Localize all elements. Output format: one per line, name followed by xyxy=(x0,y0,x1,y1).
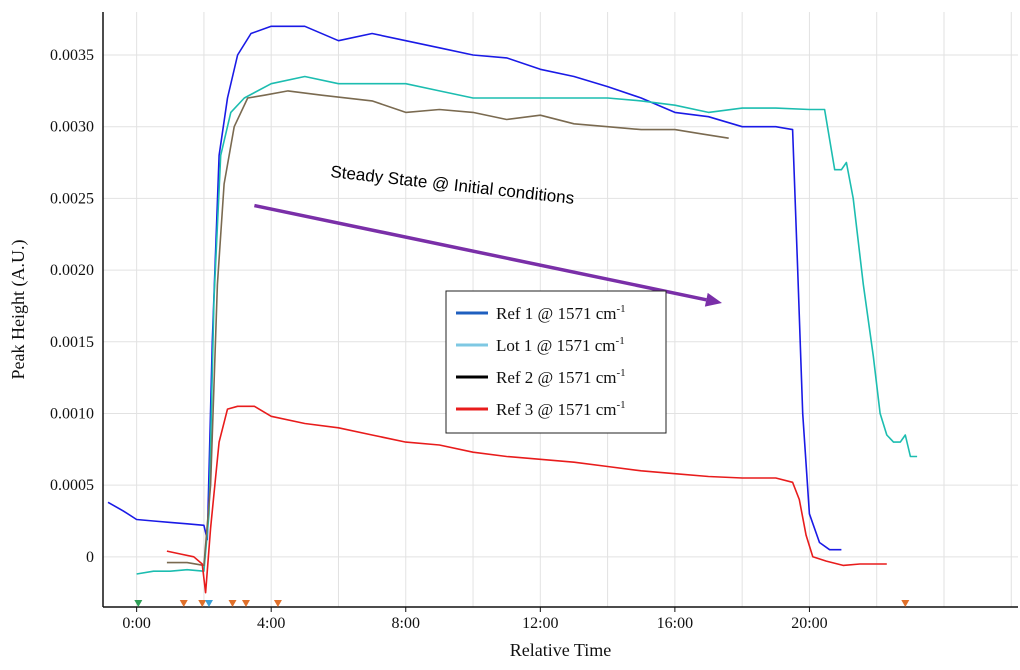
y-tick-label: 0.0010 xyxy=(50,405,94,422)
event-marker xyxy=(241,600,250,607)
y-tick-label: 0.0015 xyxy=(50,334,94,351)
steady-state-arrowhead xyxy=(704,292,722,307)
legend: Ref 1 @ 1571 cm-1 Lot 1 @ 1571 cm-1 Ref 2 … xyxy=(445,290,667,434)
event-marker xyxy=(198,600,207,607)
annotation-layer: Steady State @ Initial conditions xyxy=(254,162,722,307)
event-marker xyxy=(134,600,143,607)
event-marker xyxy=(273,600,282,607)
event-marker xyxy=(204,600,213,607)
legend-label-superscript: -1 xyxy=(616,367,625,379)
series-line-4 xyxy=(166,405,887,594)
event-marker xyxy=(228,600,237,607)
series-line-1 xyxy=(107,25,842,551)
x-tick-label: 20:00 xyxy=(791,615,827,632)
y-tick-label: 0.0030 xyxy=(50,119,94,136)
y-tick-label: 0.0005 xyxy=(50,477,94,494)
y-tick-label: 0 xyxy=(86,549,94,566)
x-tick-label: 4:00 xyxy=(257,615,285,632)
y-tick-label: 0.0035 xyxy=(50,47,94,64)
x-tick-label: 0:00 xyxy=(122,615,150,632)
x-tick-label: 16:00 xyxy=(657,615,693,632)
series-layer xyxy=(107,25,918,594)
series-line-2 xyxy=(136,75,918,575)
axis-layer xyxy=(102,12,1018,608)
legend-label-superscript: -1 xyxy=(616,303,625,315)
y-tick-label: 0.0020 xyxy=(50,262,94,279)
x-tick-label: 12:00 xyxy=(522,615,558,632)
x-tick-label: 8:00 xyxy=(392,615,420,632)
legend-label-superscript: -1 xyxy=(616,335,625,347)
y-tick-label: 0.0025 xyxy=(50,190,94,207)
legend-label: Ref 2 @ 1571 cm-1 xyxy=(496,367,626,387)
steady-state-annotation: Steady State @ Initial conditions xyxy=(330,162,576,208)
legend-label: Ref 1 @ 1571 cm-1 xyxy=(496,303,626,323)
legend-label: Lot 1 @ 1571 cm-1 xyxy=(496,335,625,355)
legend-label-superscript: -1 xyxy=(616,399,625,411)
tick-layer: 0 0.0005 0.0010 0.0015 0.0020 0.0025 0.0030 0.0… xyxy=(50,47,828,632)
series-line-3 xyxy=(166,90,729,567)
x-axis-title: Relative Time xyxy=(510,640,612,660)
y-axis-title: Peak Height (A.U.) xyxy=(8,240,29,380)
event-marker xyxy=(901,600,910,607)
steady-state-arrow xyxy=(254,203,707,302)
event-marker xyxy=(179,600,188,607)
event-markers xyxy=(134,600,910,607)
legend-label: Ref 3 @ 1571 cm-1 xyxy=(496,399,626,419)
